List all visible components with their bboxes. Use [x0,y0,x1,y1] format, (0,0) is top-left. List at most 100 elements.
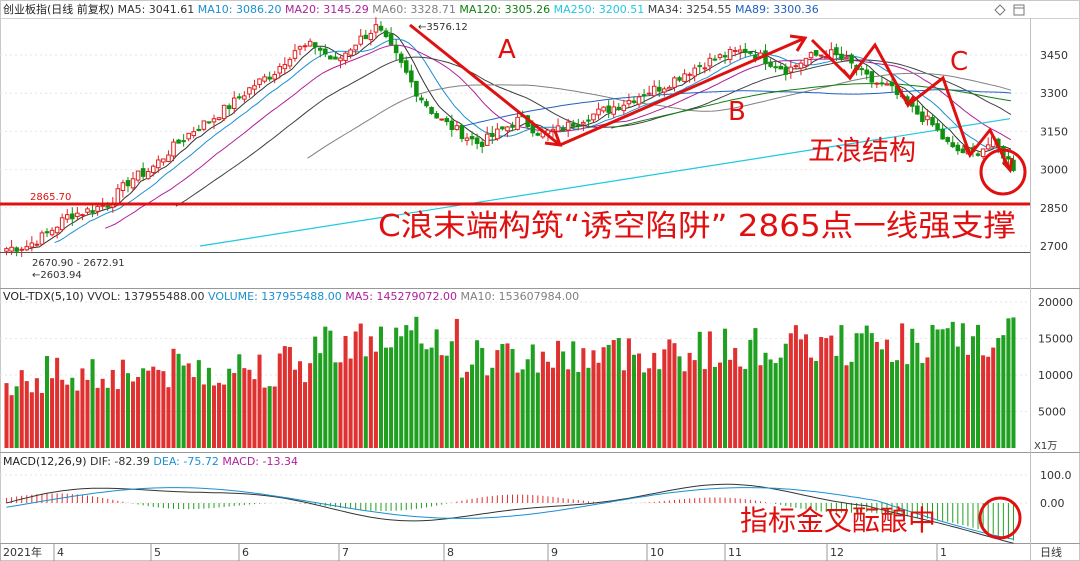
volume-bar [470,364,475,448]
date-label: 2021年 [3,545,42,559]
volume-bar [576,371,581,448]
volume-bar [556,340,561,448]
candle-body [975,153,981,156]
candle-body [844,56,849,59]
volume-bar [211,385,217,448]
volume-bar [439,355,444,448]
volume-bar [181,365,186,448]
candle-body [398,53,404,63]
volume-bar [824,338,829,448]
candle-body [697,65,703,68]
candle-body [940,128,945,140]
volume-bar [935,329,940,448]
candle-body [156,159,161,169]
volume-bar [849,361,854,448]
macd-series [6,483,1014,544]
volume-bar [222,384,227,448]
volume-bar [798,339,803,448]
candle-body [95,205,100,212]
volume-bar [510,349,515,448]
volume-bar [131,381,136,448]
candle-body [211,118,217,123]
volume-bar [834,355,839,448]
date-label: 11 [728,546,742,559]
volume-bar [996,338,1001,448]
candle-body [59,217,65,231]
volume-bar [626,338,631,448]
candle-body [75,212,80,217]
volume-bar [490,367,495,448]
date-label: 10 [650,546,664,559]
volume-bar [687,352,692,448]
volume-bar [495,350,500,448]
candle-body [206,121,212,124]
volume-bar [778,357,783,448]
volume-bar [829,335,834,448]
volume-bar [414,316,419,448]
volume-bar [191,377,196,448]
volume-bar [890,361,895,448]
candle-body [70,213,75,220]
diamond-icon[interactable] [994,4,1006,16]
volume-bar [940,329,945,448]
candle-body [560,127,566,132]
candle-body [606,105,611,113]
candle-body [950,142,956,148]
candle-body [788,66,794,73]
volume-bar [525,359,530,448]
vol-header-item: VOLUME: 137955488.00 [208,290,345,303]
date-label: 8 [447,546,454,559]
volume-bar [292,369,297,448]
candle-body [34,243,40,246]
candle-body [409,70,414,83]
volume-bar [874,341,879,448]
volume-bar [353,331,358,448]
candle-body [515,116,520,130]
volume-bar [819,337,824,448]
candle-body [140,168,146,177]
wave-end-circle [979,148,1027,196]
volume-bar [358,323,363,448]
candle-body [510,124,515,128]
volume-bar [768,359,773,448]
candle-body [662,88,667,93]
candle-body [474,137,480,144]
candle-body [692,67,697,77]
volume-bar [227,368,232,448]
candle-body [879,82,885,85]
price-tick-label: 3150 [1040,125,1068,138]
volume-bar [176,353,181,448]
volume-bar [793,325,798,448]
volume-bar [429,347,434,448]
restore-icon[interactable] [1013,4,1025,16]
candle-body [196,128,202,131]
volume-bar [14,386,19,448]
candle-body [920,111,925,122]
vol-header-title: VOL-TDX(5,10) [3,290,87,303]
candle-body [287,58,293,67]
volume-bar [910,328,915,448]
volume-bar [232,373,237,448]
volume-bar [763,352,768,448]
volume-bar [991,347,996,448]
ma-line [307,72,1012,159]
ma250-line [199,118,1011,247]
volume-bar [505,343,510,448]
volume-bar [702,369,707,448]
date-label: 6 [242,546,249,559]
volume-bar [171,348,176,448]
candle-body [601,106,606,112]
volume-bar [545,361,550,448]
volume-bar [535,372,540,448]
volume-bar [809,357,814,448]
volume-bar [773,363,778,448]
volume-panel-header: VOL-TDX(5,10) VVOL: 137955488.00 VOLUME:… [3,290,579,303]
volume-bar [384,347,389,448]
volume-bar [90,359,95,448]
volume-bar [652,352,657,448]
candle-body [368,32,374,41]
candle-body [150,165,156,173]
volume-bar [839,325,844,448]
candle-body [722,55,728,58]
volume-bar [753,328,758,448]
